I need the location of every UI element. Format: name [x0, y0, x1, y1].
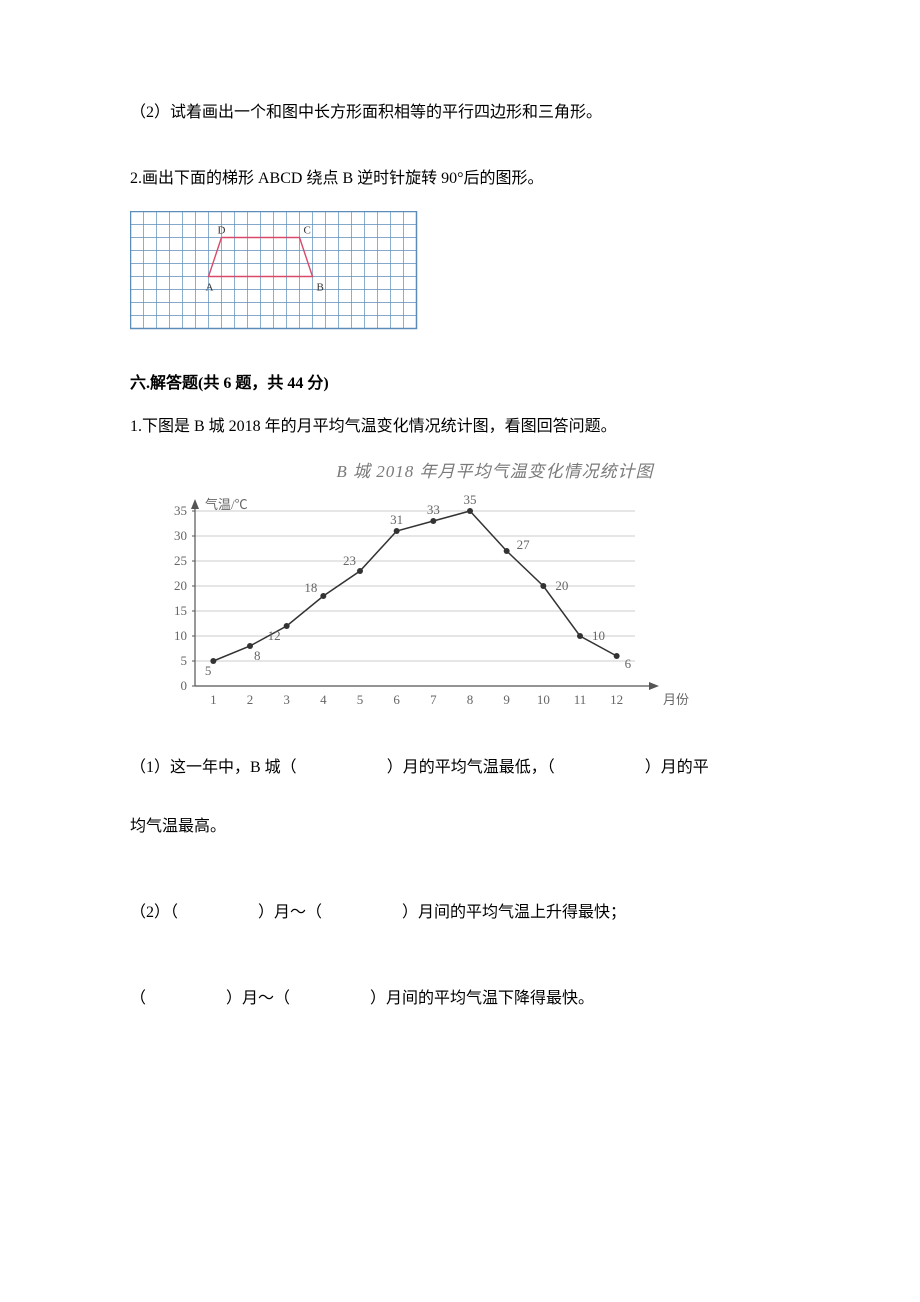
svg-text:10: 10: [592, 628, 605, 643]
sub-question-1: （1）这一年中，B 城（ ）月的平均气温最低，（ ）月的平 均气温最高。: [130, 755, 790, 840]
sub2-text-b: ）月～（: [258, 904, 322, 921]
svg-text:12: 12: [268, 628, 281, 643]
svg-text:35: 35: [464, 492, 477, 507]
svg-text:33: 33: [427, 502, 440, 517]
question-1-part-2: （2）试着画出一个和图中长方形面积相等的平行四边形和三角形。: [130, 100, 790, 126]
svg-text:B: B: [317, 282, 324, 294]
svg-text:5: 5: [357, 692, 364, 707]
svg-text:3: 3: [283, 692, 290, 707]
section-6-title: 六.解答题(共 6 题，共 44 分): [130, 371, 790, 397]
svg-text:5: 5: [181, 653, 188, 668]
svg-text:7: 7: [430, 692, 437, 707]
svg-text:20: 20: [174, 578, 187, 593]
sub3-text-b: ）月～（: [226, 990, 290, 1007]
svg-text:1: 1: [210, 692, 217, 707]
sub2-text-c: ）月间的平均气温上升得最快；: [402, 904, 626, 921]
sub2-text-a: （2）（: [130, 904, 178, 921]
svg-text:气温/℃: 气温/℃: [205, 497, 248, 512]
svg-text:月份: 月份: [663, 692, 689, 707]
svg-text:A: A: [206, 282, 214, 294]
svg-text:9: 9: [503, 692, 510, 707]
svg-text:0: 0: [181, 678, 188, 693]
sub-question-3: （ ）月～（ ）月间的平均气温下降得最快。: [130, 986, 790, 1012]
svg-text:27: 27: [517, 537, 531, 552]
svg-text:25: 25: [174, 553, 187, 568]
sub1-text-d: 均气温最高。: [130, 818, 226, 835]
svg-text:6: 6: [393, 692, 400, 707]
temperature-chart-svg: 05101520253035123456789101112气温/℃月份58121…: [140, 491, 700, 716]
svg-text:23: 23: [343, 553, 356, 568]
sub1-text-b: ）月的平均气温最低，（: [387, 759, 555, 776]
question-6-1-text: 1.下图是 B 城 2018 年的月平均气温变化情况统计图，看图回答问题。: [130, 414, 790, 440]
svg-text:5: 5: [205, 663, 212, 678]
svg-text:11: 11: [574, 692, 587, 707]
svg-text:8: 8: [254, 648, 261, 663]
trapezoid-svg: A B C D: [130, 211, 418, 330]
sub3-text-c: ）月间的平均气温下降得最快。: [370, 990, 594, 1007]
svg-text:18: 18: [304, 580, 317, 595]
svg-text:8: 8: [467, 692, 474, 707]
svg-text:10: 10: [174, 628, 187, 643]
question-2-text: 2.画出下面的梯形 ABCD 绕点 B 逆时针旋转 90°后的图形。: [130, 166, 790, 192]
sub-question-2: （2）（ ）月～（ ）月间的平均气温上升得最快；: [130, 900, 790, 926]
sub1-text-a: （1）这一年中，B 城（: [130, 759, 297, 776]
svg-text:20: 20: [555, 578, 568, 593]
line-chart-figure: B 城 2018 年月平均气温变化情况统计图 05101520253035123…: [140, 458, 790, 725]
sub1-text-c: ）月的平: [645, 759, 709, 776]
svg-text:35: 35: [174, 503, 187, 518]
chart-title: B 城 2018 年月平均气温变化情况统计图: [336, 462, 653, 481]
svg-text:2: 2: [247, 692, 254, 707]
svg-text:10: 10: [537, 692, 550, 707]
svg-text:4: 4: [320, 692, 327, 707]
sub3-text-a: （: [130, 990, 146, 1007]
svg-text:6: 6: [625, 656, 632, 671]
svg-text:30: 30: [174, 528, 187, 543]
trapezoid-grid-figure: A B C D: [130, 211, 790, 339]
svg-text:31: 31: [390, 512, 403, 527]
svg-text:12: 12: [610, 692, 623, 707]
svg-text:15: 15: [174, 603, 187, 618]
svg-text:D: D: [218, 225, 226, 237]
svg-text:C: C: [304, 225, 311, 237]
